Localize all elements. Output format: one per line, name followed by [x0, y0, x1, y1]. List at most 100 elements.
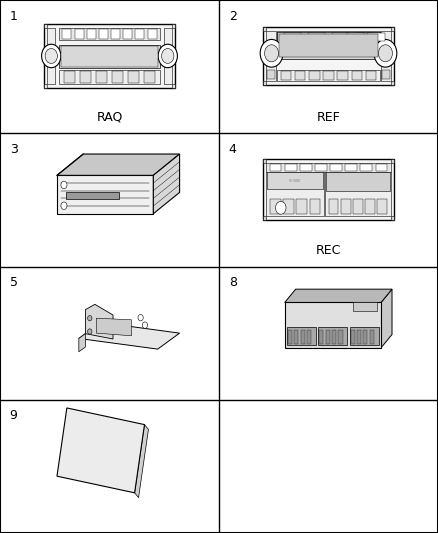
Circle shape	[45, 49, 57, 63]
Bar	[44, 84, 47, 88]
Bar	[297, 199, 307, 214]
Bar	[277, 31, 380, 43]
Bar	[283, 199, 294, 214]
Text: REC: REC	[316, 244, 341, 257]
Polygon shape	[134, 425, 148, 498]
Bar	[266, 163, 391, 173]
Bar	[270, 164, 281, 172]
Bar	[172, 84, 175, 88]
Text: 5: 5	[10, 276, 18, 289]
Circle shape	[61, 181, 67, 189]
Bar	[144, 71, 155, 83]
Bar	[381, 31, 391, 81]
Polygon shape	[79, 334, 85, 352]
Bar	[315, 164, 327, 172]
Circle shape	[138, 314, 143, 321]
Bar	[263, 81, 266, 85]
Bar	[61, 46, 158, 67]
Bar	[66, 192, 119, 199]
Bar	[382, 42, 390, 52]
Polygon shape	[285, 289, 392, 302]
Bar	[353, 199, 363, 214]
Bar	[310, 199, 320, 214]
Polygon shape	[85, 304, 113, 339]
Circle shape	[42, 44, 61, 68]
Bar	[59, 70, 160, 84]
Bar	[164, 28, 172, 84]
Text: 2: 2	[229, 10, 237, 22]
Bar	[96, 71, 107, 83]
Bar	[357, 329, 361, 343]
Bar	[307, 329, 311, 343]
Bar	[382, 70, 390, 79]
Polygon shape	[79, 322, 180, 349]
Bar	[64, 71, 75, 83]
Bar	[123, 29, 132, 39]
Bar	[279, 34, 378, 57]
Circle shape	[162, 49, 174, 63]
Bar	[352, 71, 362, 80]
Bar	[332, 329, 336, 343]
Bar	[281, 71, 291, 80]
Bar	[382, 56, 390, 66]
Text: RAQ: RAQ	[96, 111, 123, 124]
Bar	[112, 71, 123, 83]
Bar	[267, 56, 275, 66]
Circle shape	[374, 39, 397, 67]
Bar	[350, 327, 379, 345]
Circle shape	[260, 39, 283, 67]
Text: 8: 8	[229, 276, 237, 289]
Bar	[337, 71, 348, 80]
Circle shape	[142, 322, 148, 328]
Bar	[366, 71, 376, 80]
Text: IIIIIIIIIII: IIIIIIIIIII	[289, 179, 301, 183]
Bar	[148, 29, 157, 39]
Polygon shape	[57, 408, 145, 493]
Bar	[266, 31, 276, 81]
Bar	[59, 28, 160, 41]
Bar	[267, 173, 323, 189]
Bar	[135, 29, 145, 39]
Bar	[277, 70, 380, 81]
Bar	[47, 28, 55, 84]
Circle shape	[378, 45, 392, 62]
Polygon shape	[57, 154, 180, 175]
Bar	[287, 327, 316, 345]
Polygon shape	[153, 154, 180, 214]
Bar	[347, 33, 364, 41]
Bar	[172, 24, 175, 28]
Bar	[128, 71, 139, 83]
Bar	[391, 215, 394, 220]
Bar	[391, 81, 394, 85]
Bar	[74, 29, 84, 39]
Bar	[309, 71, 320, 80]
Bar	[308, 33, 325, 41]
Bar	[339, 329, 343, 343]
Bar	[62, 29, 71, 39]
Text: 9: 9	[10, 409, 18, 422]
Bar	[365, 199, 375, 214]
Bar	[270, 199, 281, 214]
Bar	[267, 42, 275, 52]
Circle shape	[88, 316, 92, 321]
Bar	[44, 24, 175, 88]
Bar	[288, 329, 292, 343]
Bar	[356, 33, 373, 41]
Bar	[277, 32, 380, 59]
Polygon shape	[96, 318, 131, 336]
Bar	[377, 199, 387, 214]
Text: REF: REF	[317, 111, 340, 124]
Bar	[326, 173, 390, 191]
Bar	[80, 71, 91, 83]
Circle shape	[88, 329, 92, 334]
Bar	[346, 164, 357, 172]
Bar	[319, 329, 323, 343]
Bar	[294, 329, 298, 343]
Bar	[341, 199, 350, 214]
Bar	[391, 159, 394, 163]
Bar	[87, 29, 96, 39]
Bar	[300, 164, 311, 172]
Bar	[285, 164, 297, 172]
Bar	[391, 27, 394, 31]
Bar	[59, 45, 160, 68]
